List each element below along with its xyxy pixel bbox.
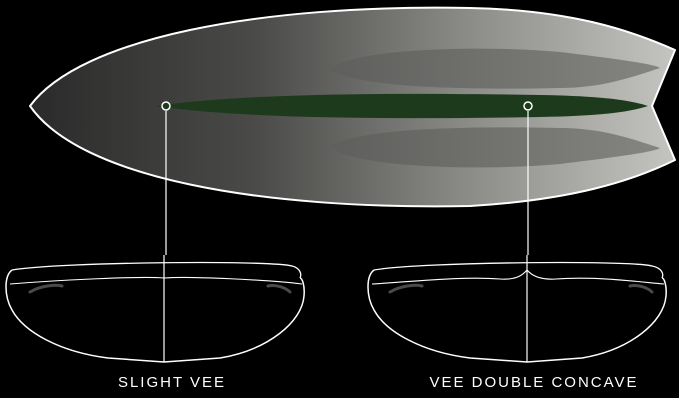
slight-vee-bottom-line (9, 276, 303, 285)
cross-section-vee-double-concave (367, 255, 667, 363)
double-concave-right-rail-shadow (628, 284, 654, 294)
slight-vee-deck-top (11, 261, 302, 279)
upper-concave-channel (330, 48, 660, 89)
double-concave-deck-top (373, 261, 664, 279)
marker-dot-right (523, 101, 533, 111)
surfboard-top-view (29, 6, 676, 208)
label-vee-double-concave: VEE DOUBLE CONCAVE (429, 374, 639, 391)
marker-dot-left (161, 101, 171, 111)
lower-concave-channel (330, 127, 660, 168)
label-slight-vee: SLIGHT VEE (117, 374, 227, 391)
slight-vee-left-rail-shadow (28, 283, 64, 294)
center-vee-channel (156, 93, 648, 119)
leader-left (161, 101, 171, 255)
cross-section-slight-vee (5, 255, 305, 363)
double-concave-left-rail-shadow (388, 283, 424, 294)
double-concave-bottom-line (371, 269, 665, 285)
slight-vee-right-rail-shadow (266, 284, 292, 294)
slight-vee-rail-outline (5, 269, 305, 363)
leader-right (523, 101, 533, 255)
double-concave-rail-outline (367, 269, 667, 363)
